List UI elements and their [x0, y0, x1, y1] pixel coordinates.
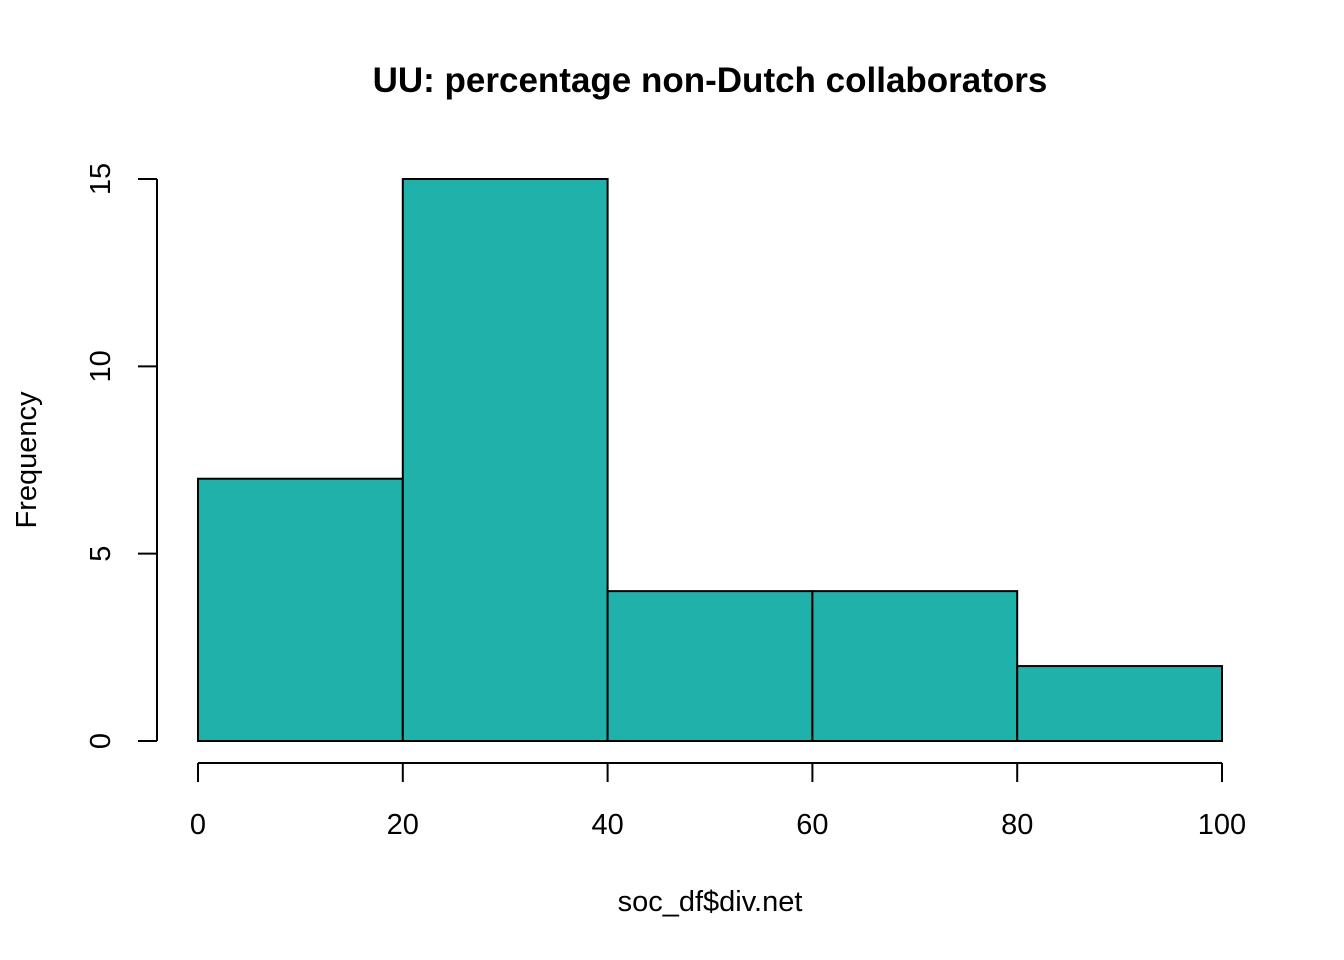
- x-tick-label: 20: [387, 809, 419, 841]
- histogram-bar-20-40: [401, 178, 609, 742]
- histogram-bar-40-60: [606, 590, 814, 743]
- x-axis-label: soc_df$div.net: [618, 886, 803, 918]
- y-tick-label: 5: [85, 546, 117, 562]
- chart-title: UU: percentage non-Dutch collaborators: [373, 61, 1048, 100]
- bars-group: [197, 178, 1224, 743]
- x-tick-label: 0: [190, 809, 206, 841]
- x-tick-label: 40: [591, 809, 623, 841]
- y-tick-label: 15: [85, 163, 117, 195]
- histogram-bar-60-80: [811, 590, 1019, 743]
- y-axis: 0 5 10 15: [85, 163, 158, 749]
- y-tick-label: 10: [85, 350, 117, 382]
- x-tick-label: 80: [1001, 809, 1033, 841]
- x-tick-label: 100: [1198, 809, 1246, 841]
- x-tick-label: 60: [796, 809, 828, 841]
- histogram-bar-0-20: [197, 477, 404, 742]
- x-axis: 0 20 40 60 80 100: [190, 762, 1246, 841]
- histogram-bar-80-100: [1016, 665, 1224, 742]
- y-tick-label: 0: [85, 733, 117, 749]
- y-axis-label: Frequency: [11, 391, 43, 529]
